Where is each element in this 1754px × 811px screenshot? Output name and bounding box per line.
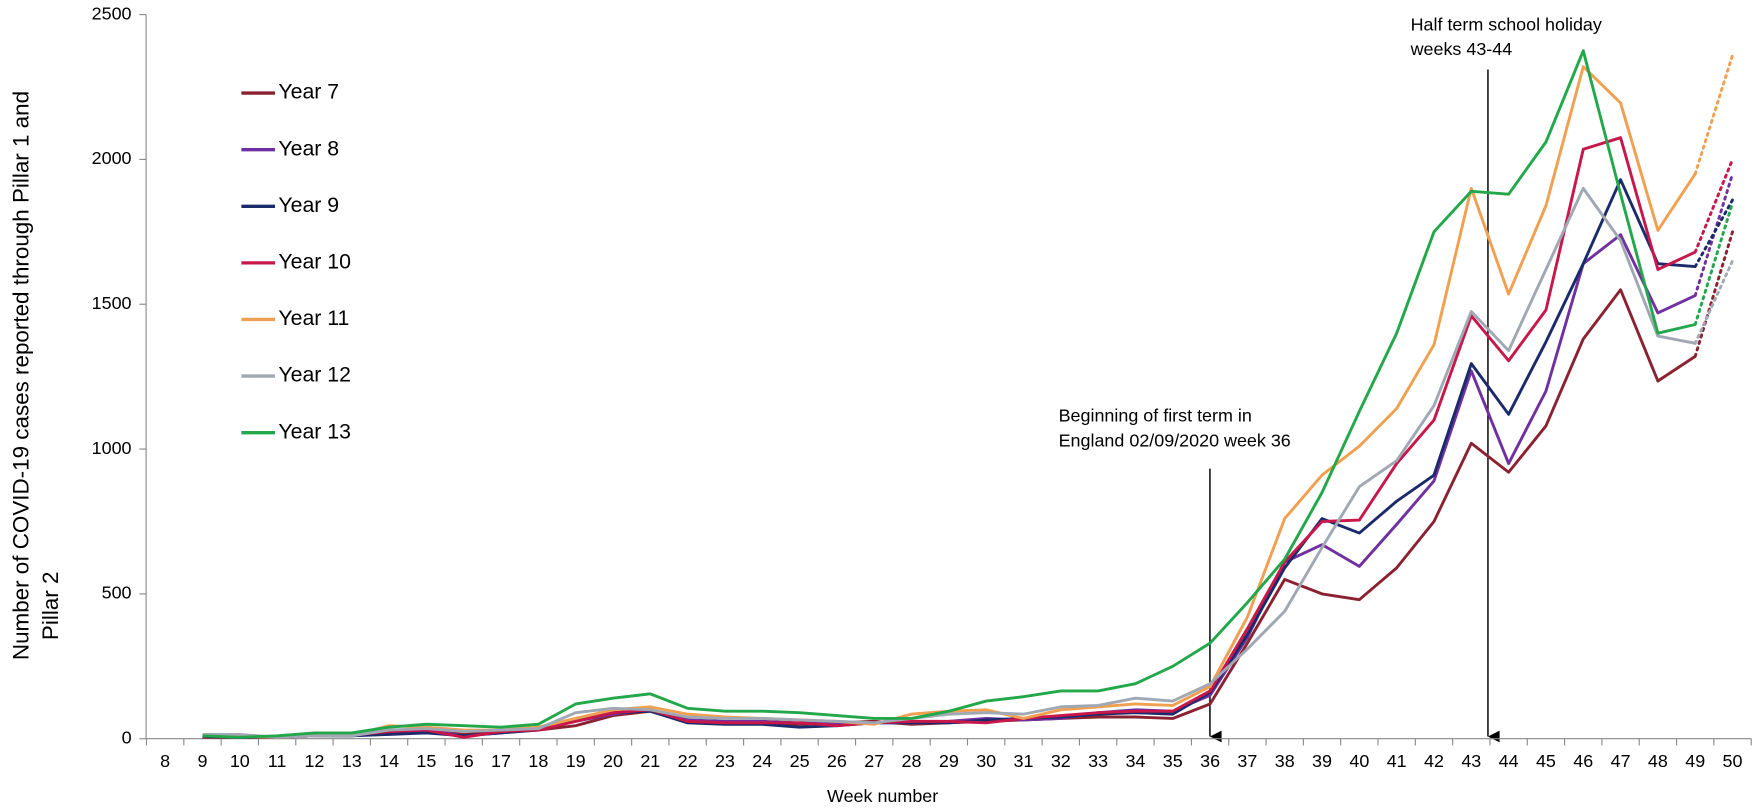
- series-projection: [1693, 230, 1734, 358]
- y-axis-title: Number of COVID-19 cases reported throug…: [9, 91, 34, 660]
- x-tick-label: 23: [715, 751, 735, 771]
- x-tick-label: 32: [1051, 751, 1071, 771]
- x-tick-label: 11: [268, 751, 287, 771]
- x-tick-label: 27: [864, 751, 884, 771]
- y-tick-label: 1500: [92, 293, 132, 313]
- x-tick-label: 25: [790, 751, 810, 771]
- y-tick-label: 2000: [92, 148, 132, 168]
- series-line: [202, 136, 1696, 739]
- x-tick-label: 9: [197, 751, 207, 771]
- x-tick-label: 15: [416, 751, 436, 771]
- x-tick-label: 49: [1685, 751, 1705, 771]
- x-tick-label: 44: [1499, 751, 1519, 771]
- x-tick-label: 37: [1237, 751, 1257, 771]
- x-tick-label: 21: [640, 751, 660, 771]
- x-tick-label: 38: [1275, 751, 1295, 771]
- x-tick-label: 33: [1088, 751, 1108, 771]
- x-tick-label: 31: [1014, 751, 1034, 771]
- legend-label: Year 7: [278, 80, 339, 104]
- x-tick-label: 17: [491, 751, 511, 771]
- x-tick-label: 40: [1349, 751, 1369, 771]
- x-tick-label: 24: [752, 751, 772, 771]
- series-line: [202, 178, 1696, 739]
- annotation: weeks 43-44: [1410, 39, 1513, 59]
- y-tick-label: 0: [122, 727, 132, 747]
- y-tick-label: 2500: [92, 3, 132, 23]
- series-projection: [1693, 198, 1734, 269]
- x-tick-label: 43: [1461, 751, 1481, 771]
- series-line: [202, 288, 1697, 739]
- x-tick-label: 12: [304, 751, 324, 771]
- x-tick-label: 13: [342, 751, 362, 771]
- x-tick-label: 14: [379, 751, 399, 771]
- series-line: [202, 186, 1696, 739]
- y-tick-label: 500: [102, 583, 132, 603]
- series-projection: [1693, 259, 1734, 345]
- legend-label: Year 11: [278, 306, 349, 330]
- x-tick-label: 10: [230, 751, 250, 771]
- x-tick-label: 46: [1573, 751, 1593, 771]
- legend-label: Year 10: [278, 249, 351, 273]
- legend-label: Year 8: [278, 136, 339, 160]
- x-axis-title: Week number: [827, 786, 938, 806]
- series-projection: [1693, 201, 1734, 326]
- annotation: Half term school holiday: [1411, 15, 1602, 35]
- x-tick-label: 36: [1200, 751, 1220, 771]
- x-tick-label: 35: [1163, 751, 1183, 771]
- y-tick-label: 1000: [92, 438, 132, 458]
- x-tick-label: 29: [939, 751, 959, 771]
- x-tick-label: 42: [1424, 751, 1444, 771]
- series-line: [202, 65, 1697, 739]
- annotation: England 02/09/2020 week 36: [1059, 430, 1291, 450]
- annotation: Beginning of first term in: [1059, 406, 1252, 426]
- x-tick-label: 19: [566, 751, 586, 771]
- x-tick-label: 16: [454, 751, 474, 771]
- x-tick-label: 41: [1387, 751, 1407, 771]
- x-tick-label: 48: [1648, 751, 1668, 771]
- x-tick-label: 20: [603, 751, 623, 771]
- x-tick-label: 28: [902, 751, 922, 771]
- x-tick-label: 8: [160, 751, 170, 771]
- series-projection: [1693, 157, 1734, 254]
- x-tick-label: 22: [678, 751, 698, 771]
- x-tick-label: 26: [827, 751, 847, 771]
- x-tick-label: 18: [528, 751, 548, 771]
- legend-label: Year 13: [278, 419, 351, 443]
- y-axis-title: Pillar 2: [38, 572, 63, 641]
- legend-label: Year 9: [278, 193, 339, 217]
- x-tick-label: 39: [1312, 751, 1332, 771]
- x-tick-label: 47: [1611, 751, 1631, 771]
- x-tick-label: 34: [1125, 751, 1145, 771]
- series-projection: [1693, 53, 1734, 176]
- legend-label: Year 12: [278, 363, 351, 387]
- x-tick-label: 50: [1723, 751, 1743, 771]
- series-line: [202, 49, 1696, 739]
- x-tick-label: 45: [1536, 751, 1556, 771]
- x-tick-label: 30: [976, 751, 996, 771]
